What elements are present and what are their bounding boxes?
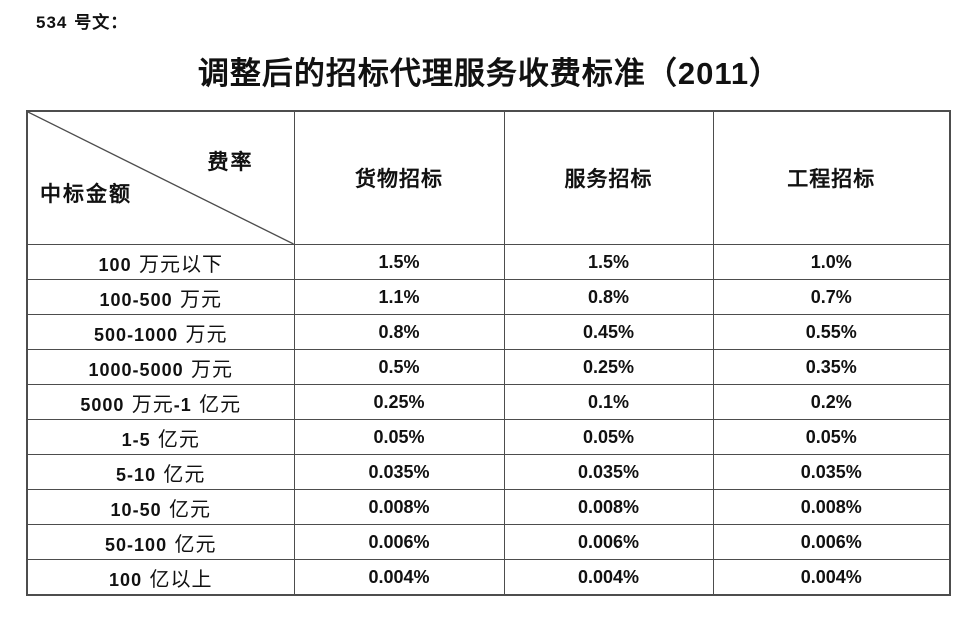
fee-value-cell: 0.2% [712,384,951,420]
column-header-works: 工程招标 [712,110,951,245]
fee-value-cell: 1.0% [712,244,951,280]
amount-range-cell: 5000 万元-1 亿元 [26,384,295,420]
table-row: 500-1000 万元 0.8% 0.45% 0.55% [26,314,951,350]
diagonal-divider-line [28,112,294,244]
corner-fee-rate-label: 费率 [207,149,254,174]
fee-value-cell: 0.05% [293,419,505,455]
table-row: 100 万元以下 1.5% 1.5% 1.0% [26,244,951,280]
amount-range-cell: 100-500 万元 [26,279,295,315]
fee-value-cell: 0.5% [293,349,505,385]
fee-value-cell: 0.25% [503,349,714,385]
fee-value-cell: 0.25% [293,384,505,420]
table-row: 100 亿以上 0.004% 0.004% 0.004% [26,559,951,596]
amount-range-cell: 5-10 亿元 [26,454,295,490]
fee-value-cell: 0.8% [293,314,505,350]
table-row: 10-50 亿元 0.008% 0.008% 0.008% [26,489,951,525]
fee-value-cell: 0.55% [712,314,951,350]
fee-value-cell: 0.004% [503,559,714,596]
table-row: 5-10 亿元 0.035% 0.035% 0.035% [26,454,951,490]
table-row: 5000 万元-1 亿元 0.25% 0.1% 0.2% [26,384,951,420]
table-row: 1000-5000 万元 0.5% 0.25% 0.35% [26,349,951,385]
fee-value-cell: 0.05% [503,419,714,455]
page-title: 调整后的招标代理服务收费标准（2011） [197,56,782,92]
fee-value-cell: 0.004% [293,559,505,596]
fee-value-cell: 0.008% [503,489,714,525]
amount-range-cell: 100 万元以下 [26,244,295,280]
table-row: 100-500 万元 1.1% 0.8% 0.7% [26,279,951,315]
doc-number: 534 号文： [36,13,129,33]
column-header-goods: 货物招标 [293,110,505,245]
fee-value-cell: 0.45% [503,314,714,350]
fee-value-cell: 0.008% [712,489,951,525]
fee-value-cell: 0.035% [712,454,951,490]
fee-value-cell: 0.004% [712,559,951,596]
fee-value-cell: 0.035% [293,454,505,490]
amount-range-cell: 500-1000 万元 [26,314,295,350]
fee-value-cell: 0.006% [293,524,505,560]
fee-value-cell: 0.008% [293,489,505,525]
amount-range-cell: 10-50 亿元 [26,489,295,525]
fee-value-cell: 0.35% [712,349,951,385]
amount-range-cell: 1-5 亿元 [26,419,295,455]
fee-value-cell: 1.1% [293,279,505,315]
corner-cell: 费率 中标金额 [26,110,295,245]
fee-value-cell: 0.035% [503,454,714,490]
column-header-services: 服务招标 [503,110,714,245]
table-row: 1-5 亿元 0.05% 0.05% 0.05% [26,419,951,455]
fee-value-cell: 1.5% [503,244,714,280]
amount-range-cell: 1000-5000 万元 [26,349,295,385]
fee-value-cell: 0.006% [712,524,951,560]
fee-rate-table: 费率 中标金额 货物招标 服务招标 工程招标 100 万元以下 1.5% 1.5… [26,110,951,596]
corner-bid-amount-label: 中标金额 [40,181,132,206]
fee-value-cell: 0.1% [503,384,714,420]
fee-value-cell: 0.8% [503,279,714,315]
amount-range-cell: 50-100 亿元 [26,524,295,560]
fee-value-cell: 0.7% [712,279,951,315]
table-header-row: 费率 中标金额 货物招标 服务招标 工程招标 [26,110,951,245]
table-row: 50-100 亿元 0.006% 0.006% 0.006% [26,524,951,560]
fee-value-cell: 1.5% [293,244,505,280]
fee-value-cell: 0.05% [712,419,951,455]
amount-range-cell: 100 亿以上 [26,559,295,596]
fee-value-cell: 0.006% [503,524,714,560]
